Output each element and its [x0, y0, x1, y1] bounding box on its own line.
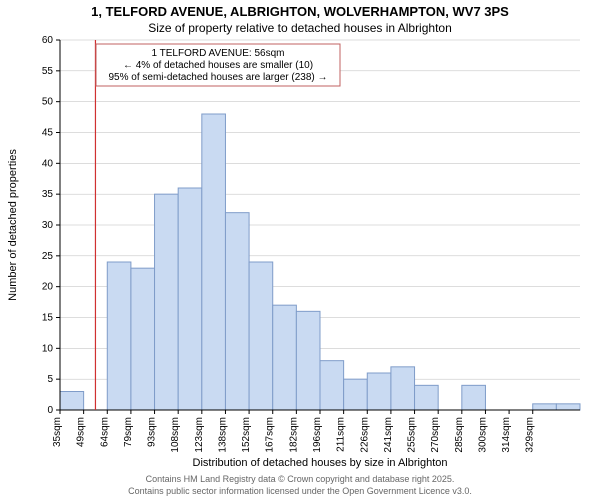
annotation-line: ← 4% of detached houses are smaller (10) [123, 60, 313, 71]
y-tick-label: 15 [42, 313, 54, 324]
x-tick-label: 285sqm [454, 417, 465, 453]
x-tick-label: 300sqm [477, 417, 488, 453]
x-tick-label: 196sqm [312, 417, 323, 453]
y-tick-label: 50 [42, 97, 54, 108]
x-tick-label: 64sqm [99, 417, 110, 447]
histogram-bar [320, 361, 344, 410]
y-tick-label: 20 [42, 282, 54, 293]
x-tick-label: 314sqm [501, 417, 512, 453]
y-tick-label: 30 [42, 220, 54, 231]
histogram-bar [178, 188, 202, 410]
chart-subtitle: Size of property relative to detached ho… [148, 21, 452, 35]
y-axis-label: Number of detached properties [7, 149, 19, 301]
histogram-bar [296, 311, 320, 410]
x-tick-label: 270sqm [430, 417, 441, 453]
histogram-bar [273, 305, 297, 410]
y-tick-label: 5 [47, 374, 53, 385]
histogram-bar [155, 194, 179, 410]
annotation-line: 95% of semi-detached houses are larger (… [108, 72, 327, 83]
x-tick-label: 226sqm [359, 417, 370, 453]
x-axis-label: Distribution of detached houses by size … [193, 457, 448, 469]
property-size-chart: 0 5 10 15 20 25 30 35 40 45 50 55 60 35sqm 49sqm 64sqm 7… [0, 0, 600, 500]
x-tick-label: 152sqm [241, 417, 252, 453]
histogram-bar [415, 385, 439, 410]
chart-title: 1, TELFORD AVENUE, ALBRIGHTON, WOLVERHAM… [91, 4, 509, 19]
footer-line-1: Contains HM Land Registry data © Crown c… [146, 474, 455, 484]
x-tick-label: 49sqm [76, 417, 87, 447]
annotation-line: 1 TELFORD AVENUE: 56sqm [151, 48, 284, 59]
x-tick-label: 241sqm [383, 417, 394, 453]
histogram-bar [367, 373, 391, 410]
x-tick-label: 211sqm [336, 417, 347, 452]
y-tick-label: 60 [42, 35, 54, 46]
histogram-bar [107, 262, 131, 410]
y-tick-label: 25 [42, 251, 54, 262]
histogram-bar [556, 404, 580, 410]
x-tick-label: 108sqm [170, 417, 181, 453]
x-tick-label: 167sqm [265, 417, 276, 453]
histogram-bar [60, 392, 84, 411]
footer-line-2: Contains public sector information licen… [128, 486, 472, 496]
x-tick-label: 182sqm [288, 417, 299, 453]
x-tick-label: 35sqm [52, 417, 63, 447]
chart-svg: 0 5 10 15 20 25 30 35 40 45 50 55 60 35sqm 49sqm 64sqm 7… [0, 0, 600, 500]
histogram-bar [249, 262, 273, 410]
x-tick-label: 329sqm [525, 417, 536, 453]
y-tick-label: 10 [42, 343, 54, 354]
x-tick-label: 255sqm [407, 417, 418, 453]
x-tick-label: 138sqm [217, 417, 228, 453]
histogram-bar [225, 213, 249, 410]
x-tick-label: 123sqm [194, 417, 205, 453]
histogram-bar [131, 268, 155, 410]
y-tick-label: 35 [42, 189, 54, 200]
y-tick-label: 0 [47, 405, 53, 416]
x-tick-label: 79sqm [123, 417, 134, 447]
y-tick-label: 55 [42, 66, 54, 77]
histogram-bar [533, 404, 557, 410]
histogram-bar [344, 379, 368, 410]
histogram-bar [391, 367, 415, 410]
x-tick-label: 93sqm [147, 417, 158, 447]
y-tick-label: 40 [42, 158, 54, 169]
y-tick-label: 45 [42, 128, 54, 139]
histogram-bar [202, 114, 226, 410]
histogram-bar [462, 385, 486, 410]
